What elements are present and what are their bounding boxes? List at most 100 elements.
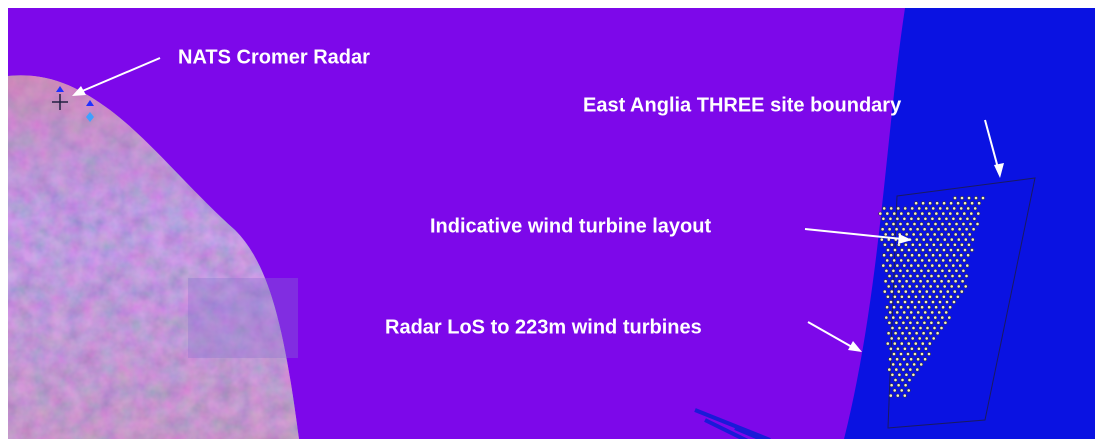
turbine [960, 242, 964, 247]
turbine [928, 237, 933, 242]
turbine [928, 294, 932, 299]
turbine [928, 201, 933, 206]
turbine [905, 362, 910, 367]
turbine [910, 206, 915, 211]
turbine [923, 310, 928, 315]
turbine [960, 279, 965, 284]
turbine [885, 305, 890, 310]
turbine [892, 388, 897, 393]
turbine [916, 216, 921, 221]
turbine [896, 383, 901, 388]
turbine [925, 326, 930, 330]
turbine [936, 320, 941, 325]
turbine [882, 253, 887, 258]
turbine [942, 248, 946, 252]
turbine [933, 268, 938, 273]
turbine [916, 357, 921, 362]
turbine [883, 242, 887, 247]
turbine [879, 237, 884, 242]
turbine [953, 279, 958, 284]
turbine [937, 310, 942, 315]
turbine [912, 222, 917, 226]
turbine [904, 242, 908, 247]
turbine [958, 263, 963, 268]
turbine [886, 284, 891, 289]
los-streaks [694, 408, 771, 439]
turbine [924, 289, 929, 294]
turbine [949, 294, 953, 299]
turbine [944, 263, 949, 268]
turbine [937, 216, 942, 221]
label: Radar LoS to 223m wind turbines [385, 316, 702, 338]
turbine [899, 211, 904, 216]
turbine [891, 362, 896, 367]
turbine [950, 274, 955, 278]
turbine [900, 294, 904, 299]
turbine [903, 300, 907, 304]
turbine [906, 211, 911, 216]
turbine [920, 258, 925, 263]
turbine [924, 346, 928, 351]
turbine [909, 216, 914, 221]
turbine [905, 315, 910, 320]
turbine [923, 216, 928, 221]
turbine [932, 279, 937, 284]
turbine [914, 248, 918, 252]
turbine [931, 206, 936, 211]
turbine [893, 294, 897, 299]
turbine [920, 211, 925, 216]
turbine [886, 294, 890, 299]
turbine [888, 357, 893, 362]
turbine [935, 248, 939, 252]
turbine [912, 315, 917, 320]
turbine [912, 268, 917, 273]
turbine [922, 320, 927, 325]
turbine [930, 216, 935, 221]
turbine [901, 227, 906, 232]
turbine [885, 211, 890, 216]
turbine [902, 263, 907, 268]
turbine [884, 222, 889, 226]
turbine [921, 237, 926, 242]
turbine [923, 263, 928, 268]
turbine [892, 341, 897, 346]
turbine [956, 248, 960, 252]
turbine [919, 222, 924, 226]
turbine [898, 222, 903, 226]
turbine [890, 242, 894, 247]
turbine [899, 352, 903, 356]
turbine [892, 211, 897, 216]
turbine [963, 248, 967, 252]
turbine [975, 222, 980, 226]
turbine [899, 341, 904, 346]
turbine [942, 284, 947, 289]
turbine [943, 274, 948, 278]
turbine [962, 258, 967, 263]
turbine [952, 300, 956, 304]
turbine [925, 279, 930, 284]
turbine [905, 268, 910, 273]
turbine [883, 232, 888, 237]
turbine [890, 326, 895, 330]
turbine [908, 227, 913, 232]
turbine [910, 300, 914, 304]
turbine [918, 232, 923, 237]
turbine [889, 300, 893, 304]
turbine [894, 367, 899, 372]
turbine [904, 326, 909, 330]
turbine [895, 263, 900, 268]
turbine [934, 258, 939, 263]
turbine [930, 310, 935, 315]
turbine [889, 336, 894, 341]
turbine [900, 248, 904, 252]
turbine [913, 258, 918, 263]
turbine [906, 352, 910, 356]
turbine [932, 242, 936, 247]
turbine [951, 216, 956, 221]
turbine [927, 305, 932, 310]
turbine [902, 310, 907, 315]
turbine [908, 274, 913, 278]
turbine [928, 248, 932, 252]
turbine [967, 196, 971, 200]
turbine [889, 253, 894, 258]
